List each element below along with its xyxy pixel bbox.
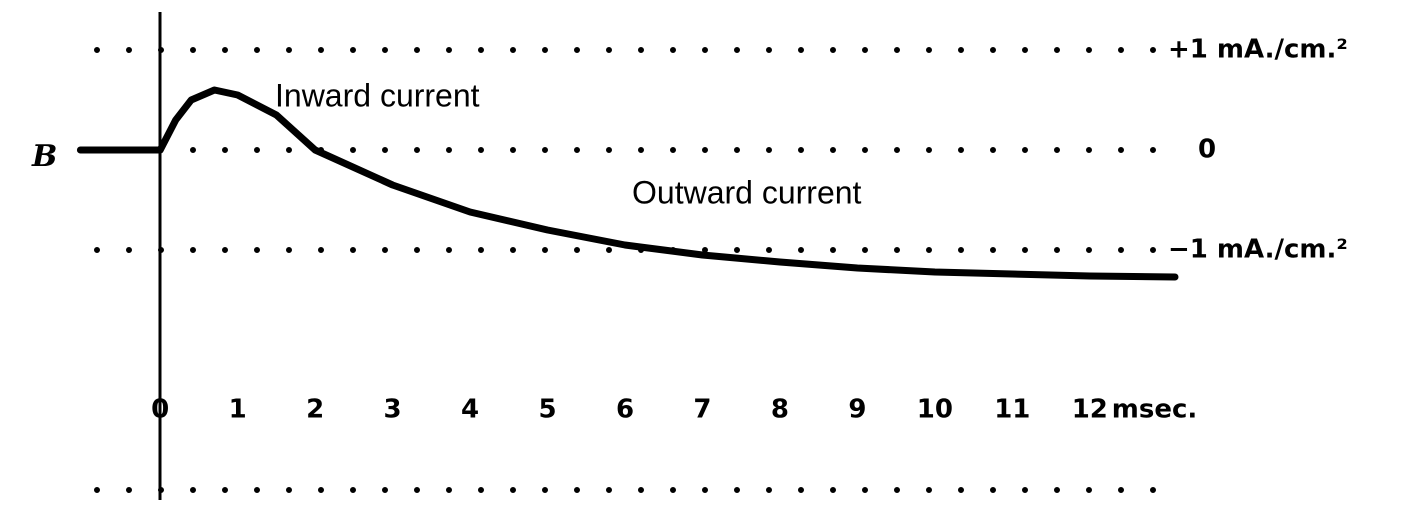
annotation: Inward current [275,77,480,113]
x-tick-label: 3 [384,395,402,425]
x-tick-label: 0 [151,395,169,425]
x-axis-label: msec. [1112,395,1198,425]
y-tick-label: 0 [1198,135,1216,165]
x-tick-label: 6 [616,395,634,425]
x-tick-label: 10 [917,395,953,425]
x-tick-label: 8 [771,395,789,425]
y-tick-label: +1 mA./cm.² [1168,35,1348,65]
x-tick-label: 4 [461,395,479,425]
x-tick-label: 2 [306,395,324,425]
annotation: Outward current [632,174,862,210]
trace-label: B [31,139,57,174]
current-trace [76,86,1179,281]
x-tick-label: 1 [229,395,247,425]
y-tick-label: −1 mA./cm.² [1168,235,1348,265]
x-tick-label: 5 [538,395,556,425]
x-tick-label: 11 [994,395,1030,425]
x-tick-label: 12 [1072,395,1108,425]
x-tick-label: 9 [848,395,866,425]
x-tick-label: 7 [693,395,711,425]
